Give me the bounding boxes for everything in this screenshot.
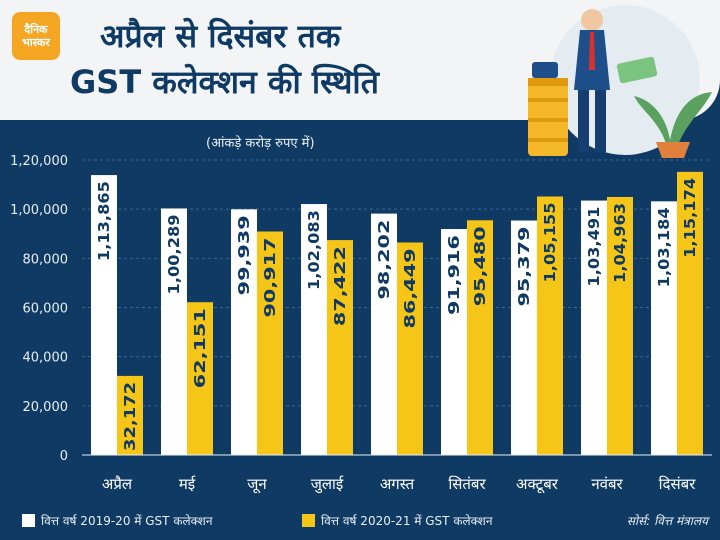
data-label: 1,02,083 (305, 210, 323, 290)
brand-line2: भास्कर (22, 36, 50, 49)
source-note: सोर्स: वित्त मंत्रालय (626, 514, 708, 528)
x-tick-label: दिसंबर (659, 475, 697, 493)
bar-2019 (371, 213, 397, 455)
bar-2019 (511, 220, 537, 455)
legend-item-2019: वित्त वर्ष 2019-20 में GST कलेक्शन (22, 512, 212, 529)
y-tick-label: 60,000 (23, 302, 69, 317)
x-tick-label: नवंबर (591, 475, 623, 493)
x-tick-label: अगस्त (380, 475, 415, 493)
bar-2020 (327, 240, 353, 455)
x-tick-label: जून (247, 475, 267, 494)
x-tick-label: अक्टूबर (516, 475, 559, 494)
legend-label-2019: वित्त वर्ष 2019-20 में GST कलेक्शन (41, 514, 213, 528)
y-tick-label: 1,20,000 (10, 154, 68, 169)
data-label: 95,379 (515, 227, 533, 307)
legend-label-2020: वित्त वर्ष 2020-21 में GST कलेक्शन (321, 514, 493, 528)
y-tick-label: 0 (60, 449, 68, 464)
data-label: 91,916 (445, 235, 463, 315)
data-label: 1,05,155 (541, 202, 559, 282)
legend-swatch-2020 (302, 514, 315, 527)
data-label: 32,172 (121, 382, 139, 451)
bar-2020 (537, 196, 563, 455)
data-label: 87,422 (331, 246, 349, 326)
data-label: 90,917 (261, 237, 279, 317)
x-tick-label: अप्रैल (102, 475, 133, 493)
data-label: 1,03,184 (655, 207, 673, 287)
brand-line1: दैनिक (24, 23, 48, 36)
bar-2019 (441, 229, 467, 455)
data-label: 62,151 (191, 308, 209, 388)
data-label: 1,13,865 (95, 181, 113, 261)
bar-2020 (397, 242, 423, 455)
y-tick-label: 40,000 (23, 351, 69, 366)
bar-2020 (607, 196, 633, 456)
data-label: 1,00,289 (165, 214, 183, 294)
bar-2019 (581, 200, 607, 455)
data-label: 99,939 (235, 215, 253, 295)
chart-title-line1: अप्रैल से दिसंबर तक (100, 17, 341, 55)
businessman-illustration (528, 5, 712, 158)
bar-2019 (161, 208, 187, 455)
data-label: 95,480 (471, 226, 489, 306)
data-label: 86,449 (401, 248, 419, 328)
data-label: 1,15,174 (681, 178, 699, 258)
brand-logo: दैनिक भास्कर (12, 12, 60, 60)
unit-note: (आंकड़े करोड़ रुपए में) (206, 136, 315, 151)
legend-swatch-2019 (22, 514, 35, 527)
x-tick-label: सितंबर (448, 475, 486, 493)
bar-2019 (91, 175, 117, 455)
bar-2020 (117, 375, 143, 455)
bar-2020 (467, 220, 493, 455)
data-label: 1,04,963 (611, 203, 629, 283)
bar-2020 (187, 302, 213, 455)
chart-title-line2: GST कलेक्शन की स्थिति (70, 63, 379, 101)
bar-2019 (651, 201, 677, 455)
legend: वित्त वर्ष 2019-20 में GST कलेक्शन वित्त… (0, 508, 720, 532)
y-tick-label: 80,000 (23, 252, 69, 267)
legend-item-2020: वित्त वर्ष 2020-21 में GST कलेक्शन (302, 512, 492, 529)
bar-2020 (677, 171, 703, 455)
data-label: 1,03,491 (585, 207, 603, 287)
y-tick-label: 20,000 (23, 400, 69, 415)
data-label: 98,202 (375, 220, 393, 300)
bar-2019 (301, 204, 327, 455)
gst-bar-chart: 0 20,000 40,000 60,000 80,000 1,00,000 1,20,00… (10, 154, 712, 494)
x-tick-label: मई (179, 475, 196, 493)
bar-2020 (257, 231, 283, 455)
y-tick-label: 1,00,000 (10, 203, 68, 218)
bar-2019 (231, 209, 257, 455)
x-tick-label: जुलाई (311, 475, 345, 494)
header-banner: दैनिक भास्कर अप्रैल से दिसंबर तक GST कले… (0, 0, 720, 158)
